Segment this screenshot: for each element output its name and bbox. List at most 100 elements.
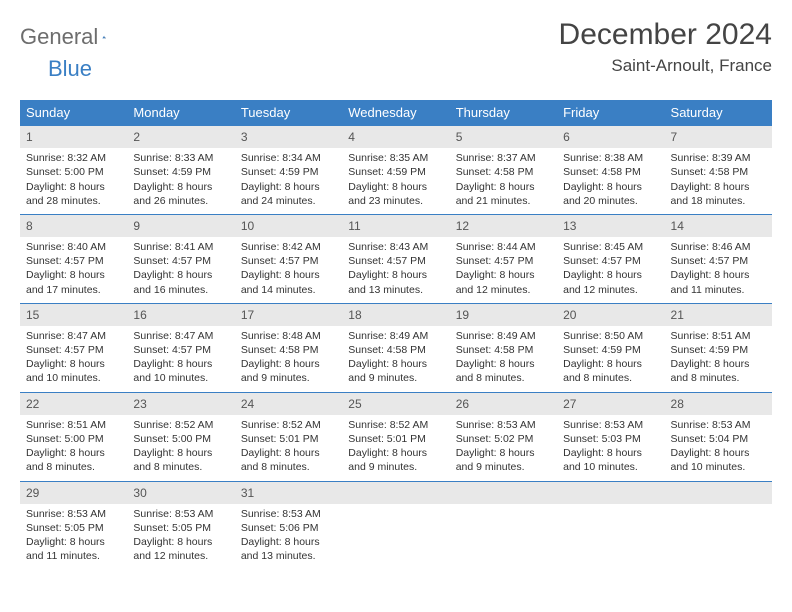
sunset-line: Sunset: 4:58 PM [348, 343, 443, 357]
day-body: Sunrise: 8:49 AMSunset: 4:58 PMDaylight:… [342, 326, 449, 392]
sunrise-line: Sunrise: 8:53 AM [456, 418, 551, 432]
sunset-line: Sunset: 4:57 PM [348, 254, 443, 268]
daylight-line: Daylight: 8 hours and 8 minutes. [241, 446, 336, 474]
sunrise-line: Sunrise: 8:41 AM [133, 240, 228, 254]
day-body: Sunrise: 8:48 AMSunset: 4:58 PMDaylight:… [235, 326, 342, 392]
sunrise-line: Sunrise: 8:52 AM [348, 418, 443, 432]
logo: General [20, 18, 130, 50]
sunset-line: Sunset: 4:57 PM [456, 254, 551, 268]
daylight-line: Daylight: 8 hours and 11 minutes. [671, 268, 766, 296]
day-number: 31 [235, 482, 342, 504]
day-cell: 31Sunrise: 8:53 AMSunset: 5:06 PMDayligh… [235, 481, 342, 569]
sunrise-line: Sunrise: 8:52 AM [133, 418, 228, 432]
sunrise-line: Sunrise: 8:51 AM [26, 418, 121, 432]
daylight-line: Daylight: 8 hours and 28 minutes. [26, 180, 121, 208]
daylight-line: Daylight: 8 hours and 8 minutes. [456, 357, 551, 385]
sunrise-line: Sunrise: 8:34 AM [241, 151, 336, 165]
day-body: Sunrise: 8:53 AMSunset: 5:02 PMDaylight:… [450, 415, 557, 481]
day-cell: 18Sunrise: 8:49 AMSunset: 4:58 PMDayligh… [342, 303, 449, 392]
day-body: Sunrise: 8:41 AMSunset: 4:57 PMDaylight:… [127, 237, 234, 303]
daylight-line: Daylight: 8 hours and 10 minutes. [26, 357, 121, 385]
sunrise-line: Sunrise: 8:42 AM [241, 240, 336, 254]
day-cell: 1Sunrise: 8:32 AMSunset: 5:00 PMDaylight… [20, 126, 127, 215]
daylight-line: Daylight: 8 hours and 12 minutes. [563, 268, 658, 296]
day-cell: 2Sunrise: 8:33 AMSunset: 4:59 PMDaylight… [127, 126, 234, 215]
day-cell: 13Sunrise: 8:45 AMSunset: 4:57 PMDayligh… [557, 214, 664, 303]
day-number: 19 [450, 304, 557, 326]
sunset-line: Sunset: 4:59 PM [348, 165, 443, 179]
day-cell: 27Sunrise: 8:53 AMSunset: 5:03 PMDayligh… [557, 392, 664, 481]
day-cell: 28Sunrise: 8:53 AMSunset: 5:04 PMDayligh… [665, 392, 772, 481]
day-body: Sunrise: 8:51 AMSunset: 5:00 PMDaylight:… [20, 415, 127, 481]
day-cell: 22Sunrise: 8:51 AMSunset: 5:00 PMDayligh… [20, 392, 127, 481]
day-number: 5 [450, 126, 557, 148]
day-body: Sunrise: 8:32 AMSunset: 5:00 PMDaylight:… [20, 148, 127, 214]
day-cell: 20Sunrise: 8:50 AMSunset: 4:59 PMDayligh… [557, 303, 664, 392]
sunrise-line: Sunrise: 8:48 AM [241, 329, 336, 343]
weekday-header: Friday [557, 100, 664, 126]
day-cell: 15Sunrise: 8:47 AMSunset: 4:57 PMDayligh… [20, 303, 127, 392]
day-cell: 10Sunrise: 8:42 AMSunset: 4:57 PMDayligh… [235, 214, 342, 303]
logo-word2: Blue [48, 56, 92, 82]
sunset-line: Sunset: 5:00 PM [26, 432, 121, 446]
sunrise-line: Sunrise: 8:47 AM [133, 329, 228, 343]
sunset-line: Sunset: 4:58 PM [241, 343, 336, 357]
empty-day [557, 482, 664, 504]
sunset-line: Sunset: 4:58 PM [456, 165, 551, 179]
sunrise-line: Sunrise: 8:53 AM [26, 507, 121, 521]
day-cell: 29Sunrise: 8:53 AMSunset: 5:05 PMDayligh… [20, 481, 127, 569]
day-body: Sunrise: 8:52 AMSunset: 5:00 PMDaylight:… [127, 415, 234, 481]
daylight-line: Daylight: 8 hours and 17 minutes. [26, 268, 121, 296]
weekday-header: Saturday [665, 100, 772, 126]
sunrise-line: Sunrise: 8:51 AM [671, 329, 766, 343]
day-cell: 16Sunrise: 8:47 AMSunset: 4:57 PMDayligh… [127, 303, 234, 392]
day-body: Sunrise: 8:53 AMSunset: 5:06 PMDaylight:… [235, 504, 342, 570]
day-body: Sunrise: 8:47 AMSunset: 4:57 PMDaylight:… [20, 326, 127, 392]
day-body: Sunrise: 8:39 AMSunset: 4:58 PMDaylight:… [665, 148, 772, 214]
daylight-line: Daylight: 8 hours and 24 minutes. [241, 180, 336, 208]
sunrise-line: Sunrise: 8:37 AM [456, 151, 551, 165]
day-number: 30 [127, 482, 234, 504]
sunrise-line: Sunrise: 8:40 AM [26, 240, 121, 254]
sunset-line: Sunset: 4:59 PM [563, 343, 658, 357]
daylight-line: Daylight: 8 hours and 20 minutes. [563, 180, 658, 208]
sunset-line: Sunset: 5:03 PM [563, 432, 658, 446]
day-number: 1 [20, 126, 127, 148]
daylight-line: Daylight: 8 hours and 9 minutes. [456, 446, 551, 474]
day-cell [450, 481, 557, 569]
day-number: 17 [235, 304, 342, 326]
day-number: 25 [342, 393, 449, 415]
week-row: 1Sunrise: 8:32 AMSunset: 5:00 PMDaylight… [20, 126, 772, 215]
day-number: 4 [342, 126, 449, 148]
sunrise-line: Sunrise: 8:33 AM [133, 151, 228, 165]
sunrise-line: Sunrise: 8:53 AM [133, 507, 228, 521]
day-cell [665, 481, 772, 569]
sunset-line: Sunset: 4:57 PM [563, 254, 658, 268]
sunrise-line: Sunrise: 8:53 AM [671, 418, 766, 432]
sunrise-line: Sunrise: 8:52 AM [241, 418, 336, 432]
day-number: 12 [450, 215, 557, 237]
day-cell: 25Sunrise: 8:52 AMSunset: 5:01 PMDayligh… [342, 392, 449, 481]
day-cell [342, 481, 449, 569]
day-cell: 3Sunrise: 8:34 AMSunset: 4:59 PMDaylight… [235, 126, 342, 215]
sunset-line: Sunset: 4:59 PM [133, 165, 228, 179]
day-number: 20 [557, 304, 664, 326]
daylight-line: Daylight: 8 hours and 12 minutes. [456, 268, 551, 296]
sunset-line: Sunset: 4:57 PM [133, 254, 228, 268]
sunset-line: Sunset: 4:58 PM [671, 165, 766, 179]
day-body: Sunrise: 8:37 AMSunset: 4:58 PMDaylight:… [450, 148, 557, 214]
daylight-line: Daylight: 8 hours and 21 minutes. [456, 180, 551, 208]
day-body: Sunrise: 8:53 AMSunset: 5:05 PMDaylight:… [20, 504, 127, 570]
day-body: Sunrise: 8:52 AMSunset: 5:01 PMDaylight:… [235, 415, 342, 481]
day-body: Sunrise: 8:33 AMSunset: 4:59 PMDaylight:… [127, 148, 234, 214]
day-cell: 30Sunrise: 8:53 AMSunset: 5:05 PMDayligh… [127, 481, 234, 569]
daylight-line: Daylight: 8 hours and 23 minutes. [348, 180, 443, 208]
day-cell: 5Sunrise: 8:37 AMSunset: 4:58 PMDaylight… [450, 126, 557, 215]
day-number: 18 [342, 304, 449, 326]
sunrise-line: Sunrise: 8:49 AM [456, 329, 551, 343]
calendar-table: SundayMondayTuesdayWednesdayThursdayFrid… [20, 100, 772, 569]
daylight-line: Daylight: 8 hours and 8 minutes. [133, 446, 228, 474]
weekday-header: Monday [127, 100, 234, 126]
day-body: Sunrise: 8:43 AMSunset: 4:57 PMDaylight:… [342, 237, 449, 303]
sunrise-line: Sunrise: 8:45 AM [563, 240, 658, 254]
